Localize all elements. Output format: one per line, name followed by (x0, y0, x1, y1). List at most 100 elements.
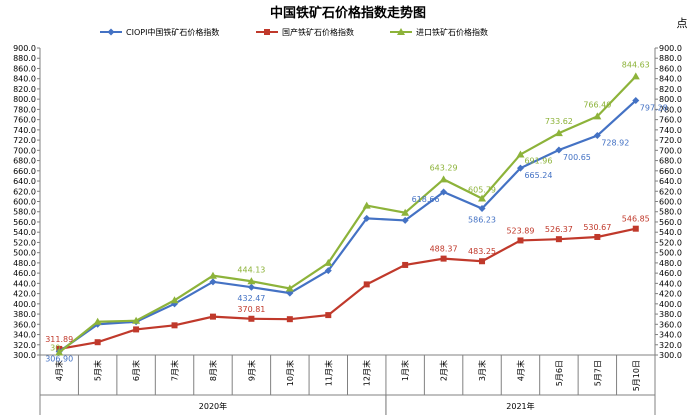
series-line (58, 75, 637, 354)
x-tick-label: 5月6日 (555, 360, 564, 386)
data-label: 306.90 (45, 354, 73, 363)
x-tick-label: 2月末 (439, 360, 449, 381)
legend: CIOPI中国铁矿石价格指数 国产铁矿石价格指数 进口铁矿石价格指数 (100, 27, 488, 37)
data-point (247, 283, 255, 291)
y-tick-label-left: 580.0 (13, 208, 36, 217)
y-tick-label-left: 600.0 (13, 198, 36, 207)
y-tick-label-right: 520.0 (659, 238, 682, 247)
data-point (478, 205, 486, 213)
y-tick-label-right: 760.0 (659, 116, 682, 125)
y-tick-label-left: 560.0 (13, 218, 36, 227)
y-tick-label-right: 740.0 (659, 126, 682, 135)
x-tick-label: 9月末 (246, 360, 256, 381)
y-tick-label-left: 500.0 (13, 249, 36, 258)
data-label: 691.96 (524, 156, 552, 165)
data-point (362, 201, 371, 209)
data-point (593, 112, 602, 120)
legend-marker (107, 28, 115, 36)
chart-title: 中国铁矿石价格指数走势图 (270, 5, 426, 21)
data-label: 530.67 (583, 223, 611, 232)
y-tick-label-left: 720.0 (13, 136, 36, 145)
y-tick-label-right: 340.0 (659, 331, 682, 340)
data-point (594, 233, 601, 240)
y-tick-label-right: 680.0 (659, 157, 682, 166)
x-tick-label: 11月末 (323, 360, 333, 386)
data-label: 618.66 (412, 195, 440, 204)
y-tick-label-left: 380.0 (13, 310, 36, 319)
y-tick-label-left: 640.0 (13, 177, 36, 186)
y-tick-label-right: 860.0 (659, 64, 682, 73)
data-label: 700.65 (563, 153, 591, 162)
data-label: 546.85 (622, 215, 650, 224)
right-axis-unit: 点 (677, 17, 688, 30)
data-label: 523.89 (506, 226, 534, 235)
data-point (554, 129, 563, 137)
y-tick-label-left: 820.0 (13, 85, 36, 94)
data-point (133, 326, 140, 333)
data-label: 311.89 (45, 335, 73, 344)
x-tick-label: 4月末 (515, 360, 525, 381)
data-label: 30 (50, 343, 60, 352)
x-tick-label: 6月末 (131, 360, 141, 381)
y-tick-label-left: 840.0 (13, 75, 36, 84)
y-tick-label-left: 760.0 (13, 116, 36, 125)
y-tick-label-left: 880.0 (13, 54, 36, 63)
data-label: 370.81 (237, 305, 265, 314)
data-label: 665.24 (524, 171, 552, 180)
data-point (479, 258, 486, 265)
data-point (286, 316, 293, 323)
y-tick-label-left: 800.0 (13, 95, 36, 104)
y-tick-label-right: 480.0 (659, 259, 682, 268)
y-tick-label-left: 320.0 (13, 341, 36, 350)
y-tick-label-left: 300.0 (13, 351, 36, 360)
y-tick-label-left: 360.0 (13, 320, 36, 329)
y-tick-label-right: 640.0 (659, 177, 682, 186)
data-point (94, 339, 101, 346)
data-label: 444.13 (237, 265, 265, 274)
data-point (247, 277, 256, 285)
y-tick-label-left: 680.0 (13, 157, 36, 166)
legend-marker (264, 29, 270, 35)
data-point (285, 284, 294, 292)
x-tick-label: 12月末 (362, 360, 372, 386)
x-tick-label: 1月末 (400, 360, 410, 381)
data-point (440, 255, 447, 262)
y-tick-label-left: 620.0 (13, 187, 36, 196)
data-label: 586.23 (468, 216, 496, 225)
y-tick-label-right: 320.0 (659, 341, 682, 350)
data-label: 526.37 (545, 225, 573, 234)
data-point (593, 132, 601, 140)
data-point (555, 236, 562, 243)
y-tick-label-right: 620.0 (659, 187, 682, 196)
data-point (632, 97, 640, 105)
y-tick-label-left: 660.0 (13, 167, 36, 176)
y-tick-label-right: 440.0 (659, 279, 682, 288)
series-lines (55, 72, 640, 356)
data-point (402, 261, 409, 268)
data-label: 728.92 (601, 139, 629, 148)
y-tick-label-left: 480.0 (13, 259, 36, 268)
y-tick-label-right: 820.0 (659, 85, 682, 94)
y-tick-label-right: 660.0 (659, 167, 682, 176)
x-tick-label: 5月末 (93, 360, 103, 381)
x-tick-label: 5月7日 (593, 360, 602, 386)
y-tick-label-right: 420.0 (659, 290, 682, 299)
y-tick-label-right: 500.0 (659, 249, 682, 258)
x-tick-label: 8月末 (208, 360, 218, 381)
data-point (517, 237, 524, 244)
series-line (58, 99, 637, 353)
data-point (555, 146, 563, 154)
y-tick-label-right: 360.0 (659, 320, 682, 329)
legend-label: CIOPI中国铁矿石价格指数 (126, 27, 219, 37)
data-label: 643.29 (430, 163, 458, 172)
data-label: 733.62 (545, 117, 573, 126)
data-point (325, 312, 332, 319)
y-tick-label-right: 780.0 (659, 105, 682, 114)
data-point (324, 258, 333, 266)
y-tick-label-right: 540.0 (659, 228, 682, 237)
y-tick-label-left: 540.0 (13, 228, 36, 237)
y-tick-label-right: 380.0 (659, 310, 682, 319)
y-tick-label-right: 900.0 (659, 44, 682, 53)
data-point (171, 322, 178, 329)
